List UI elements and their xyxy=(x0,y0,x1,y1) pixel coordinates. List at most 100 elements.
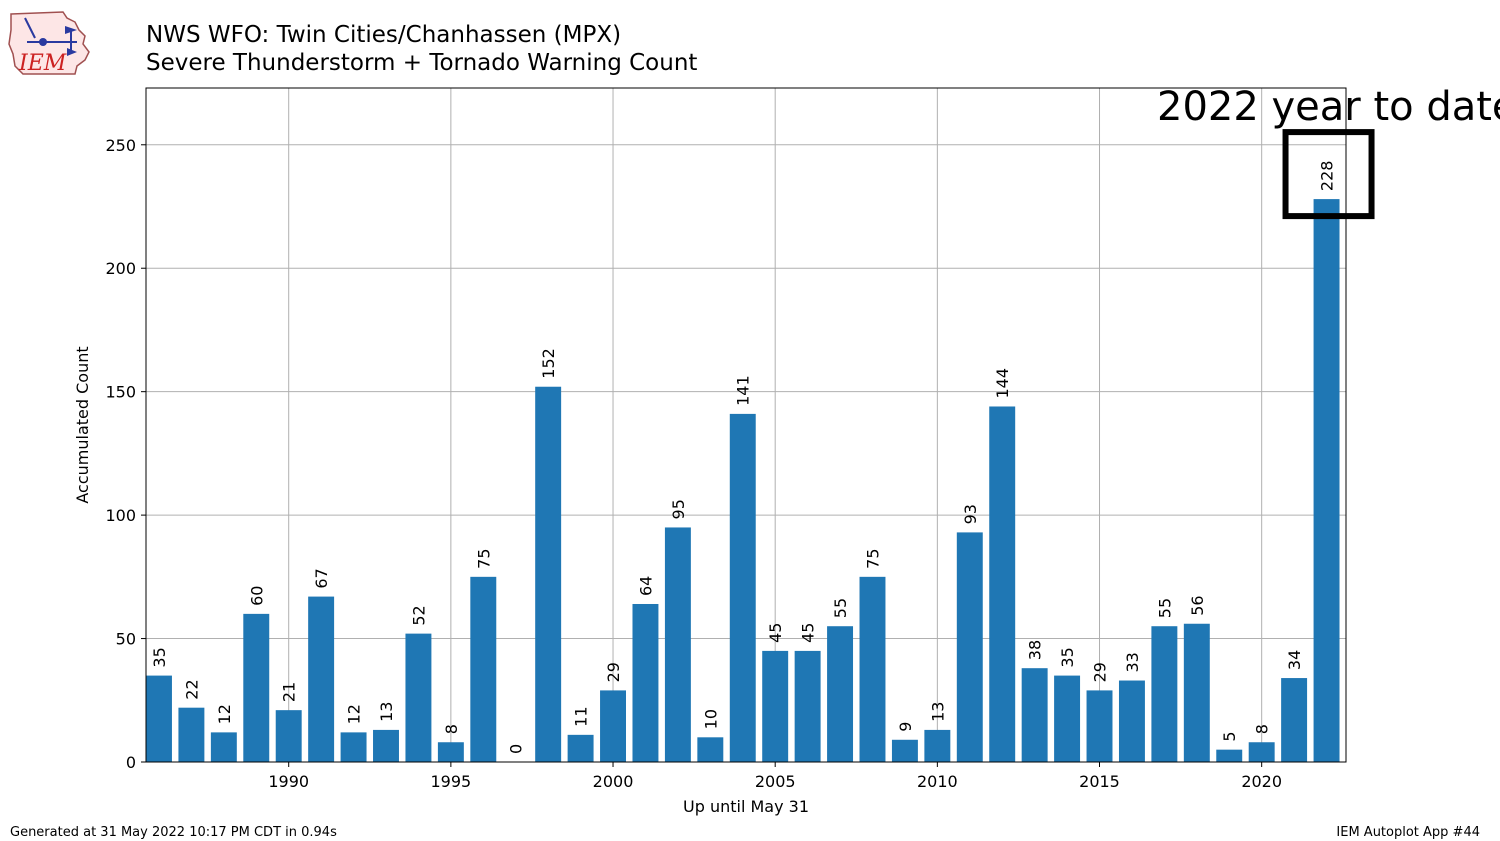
bar-value-label: 141 xyxy=(734,375,753,406)
y-tick-label: 50 xyxy=(116,630,136,649)
bar xyxy=(1054,675,1081,762)
bar-value-label: 5 xyxy=(1220,731,1239,741)
bar-value-label: 45 xyxy=(766,623,785,643)
bar xyxy=(600,690,626,762)
logo-text: IEM xyxy=(18,51,67,76)
bar xyxy=(827,626,854,762)
x-axis-label: Up until May 31 xyxy=(683,797,809,816)
bar xyxy=(697,737,724,762)
x-tick-label: 2015 xyxy=(1079,772,1120,791)
bar-value-label: 228 xyxy=(1318,161,1337,192)
bar-value-label: 21 xyxy=(280,682,299,702)
bar-value-label: 22 xyxy=(182,679,201,699)
bar xyxy=(210,732,237,762)
bar xyxy=(405,633,432,762)
bar-value-label: 12 xyxy=(345,704,364,724)
bar xyxy=(1313,199,1340,763)
bar-value-label: 29 xyxy=(1091,662,1110,682)
bar xyxy=(1118,680,1145,762)
bar-value-label: 8 xyxy=(442,724,461,734)
bar xyxy=(243,613,270,762)
bar-value-label: 144 xyxy=(993,368,1012,399)
bar xyxy=(762,650,789,762)
y-tick-label: 150 xyxy=(105,383,136,402)
bar xyxy=(794,650,821,762)
bar-value-label: 35 xyxy=(150,647,169,667)
bar-value-label: 10 xyxy=(701,709,720,729)
y-tick-label: 250 xyxy=(105,136,136,155)
year-to-date-annotation: 2022 year to date xyxy=(1157,84,1500,130)
bar-value-label: 34 xyxy=(1285,650,1304,670)
x-tick-label: 1995 xyxy=(431,772,472,791)
bar-value-label: 64 xyxy=(636,576,655,596)
bar-value-label: 75 xyxy=(863,548,882,568)
bar-value-label: 35 xyxy=(1058,647,1077,667)
app-credit: IEM Autoplot App #44 xyxy=(1336,825,1480,840)
bar-value-label: 95 xyxy=(669,499,688,519)
bar-value-label: 29 xyxy=(604,662,623,682)
bar xyxy=(178,707,205,762)
bar-value-label: 9 xyxy=(896,722,915,732)
x-tick-label: 2020 xyxy=(1241,772,1282,791)
bar xyxy=(891,739,918,762)
iem-logo: IEM xyxy=(8,11,90,76)
bar-value-label: 38 xyxy=(1026,640,1045,660)
bar xyxy=(956,532,983,762)
bar-value-label: 60 xyxy=(247,586,266,606)
generated-timestamp: Generated at 31 May 2022 10:17 PM CDT in… xyxy=(10,825,337,840)
bar-value-label: 0 xyxy=(507,744,526,754)
bar-value-label: 67 xyxy=(312,568,331,588)
bar xyxy=(664,527,691,762)
highlight-box xyxy=(1282,129,1375,220)
bar xyxy=(535,386,562,762)
bar xyxy=(470,576,497,762)
bar xyxy=(1216,749,1243,762)
chart-subtitle: Severe Thunderstorm + Tornado Warning Co… xyxy=(146,50,698,76)
bar-value-label: 45 xyxy=(799,623,818,643)
bar-value-label: 11 xyxy=(572,706,591,726)
bar xyxy=(567,734,594,762)
bar xyxy=(146,675,172,762)
bar-value-label: 56 xyxy=(1188,595,1207,615)
bar-value-label: 12 xyxy=(215,704,234,724)
bar xyxy=(989,406,1016,762)
bar xyxy=(308,596,335,762)
bar-value-label: 13 xyxy=(377,702,396,722)
bar-value-label: 52 xyxy=(409,605,428,625)
x-tick-label: 2000 xyxy=(593,772,634,791)
bars xyxy=(146,199,1340,763)
bar xyxy=(275,710,302,762)
bar-value-label: 93 xyxy=(961,504,980,524)
bar xyxy=(373,729,399,762)
y-axis-label: Accumulated Count xyxy=(73,346,92,503)
bar-value-label: 8 xyxy=(1253,724,1272,734)
bar-value-label: 55 xyxy=(1155,598,1174,618)
y-axis-ticks: 0 50 100 150 200 250 xyxy=(105,136,146,772)
bar xyxy=(340,732,367,762)
bar xyxy=(437,742,464,762)
y-tick-label: 0 xyxy=(126,753,136,772)
x-tick-label: 1990 xyxy=(268,772,309,791)
bar xyxy=(1281,678,1308,762)
bar xyxy=(1086,690,1113,762)
bar-value-label: 55 xyxy=(831,598,850,618)
bar xyxy=(1151,626,1178,762)
bar xyxy=(1248,742,1275,762)
bar xyxy=(729,413,756,762)
bar-value-label: 75 xyxy=(474,548,493,568)
y-tick-label: 200 xyxy=(105,259,136,278)
bar-value-label: 13 xyxy=(928,702,947,722)
bar-value-label: 152 xyxy=(539,348,558,379)
y-tick-label: 100 xyxy=(105,506,136,525)
bar xyxy=(859,576,886,762)
bar xyxy=(632,603,659,762)
bar xyxy=(1183,623,1210,762)
x-tick-label: 2010 xyxy=(917,772,958,791)
x-tick-label: 2005 xyxy=(755,772,796,791)
bar xyxy=(1021,668,1048,762)
bar xyxy=(924,729,951,762)
chart-title: NWS WFO: Twin Cities/Chanhassen (MPX) xyxy=(146,22,622,48)
plot-frame xyxy=(145,87,1347,763)
